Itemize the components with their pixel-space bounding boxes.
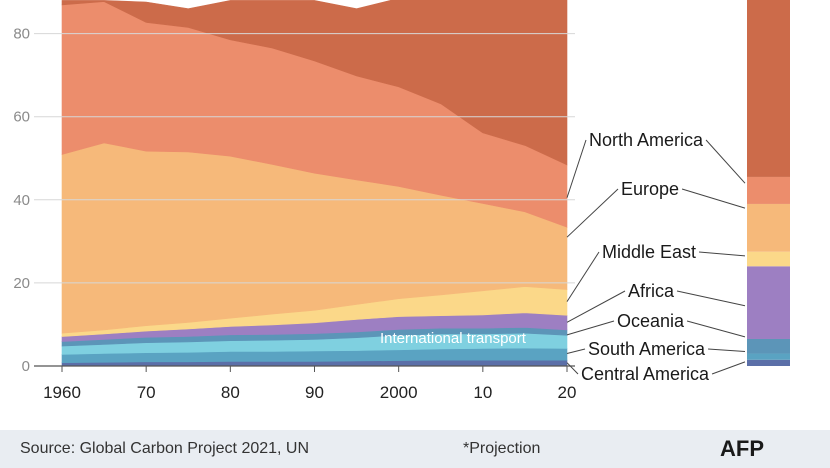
- leader-right-middle-east: [699, 251, 746, 257]
- emissions-stacked-area-chart: 0 20 40 60 80 1960 70 80 90 2000 10 20 North Ameri…: [13, 0, 790, 402]
- x-axis-ticks: 1960 70 80 90 2000 10 20: [43, 366, 576, 402]
- label-oceania: Oceania: [617, 311, 685, 331]
- x-tick-1970: 70: [137, 383, 156, 402]
- label-middle-east: Middle East: [602, 242, 696, 262]
- label-leader-lines: [566, 139, 746, 375]
- projection-segment-rest-of-world: [747, 0, 790, 177]
- label-central-america: Central America: [581, 364, 710, 384]
- leader-left-north-america: [566, 139, 587, 198]
- area-rest-of-world: [61, 0, 568, 166]
- projection-segment-middle-east: [747, 251, 790, 267]
- leader-right-africa: [676, 290, 746, 307]
- y-tick-80: 80: [13, 26, 30, 43]
- leader-right-south-america: [708, 348, 746, 352]
- y-tick-0: 0: [22, 358, 30, 375]
- leader-left-europe: [566, 188, 619, 238]
- region-labels: North America Europe Middle East Africa Ocea…: [581, 130, 710, 384]
- projection-segment-africa: [747, 266, 790, 339]
- projection-segment-central-america: [747, 359, 790, 366]
- international-transport-annotation: International transport: [380, 330, 527, 347]
- leader-right-europe: [681, 188, 746, 209]
- leader-right-oceania: [686, 320, 746, 338]
- label-north-america: North America: [589, 130, 704, 150]
- y-tick-20: 20: [13, 275, 30, 292]
- x-tick-1980: 80: [221, 383, 240, 402]
- projection-bar: [747, 0, 790, 366]
- label-europe: Europe: [621, 179, 679, 199]
- leader-left-oceania: [566, 320, 615, 336]
- projection-note: *Projection: [463, 440, 541, 457]
- x-tick-1960: 1960: [43, 383, 81, 402]
- leader-left-central-america: [566, 362, 579, 375]
- projection-segment-north-america: [747, 176, 790, 204]
- projection-segment-oceania: [747, 338, 790, 354]
- footer-bar: Source: Global Carbon Project 2021, UN *…: [0, 430, 830, 468]
- y-tick-60: 60: [13, 109, 30, 126]
- leader-left-middle-east: [566, 251, 600, 302]
- plot-area: [61, 0, 568, 367]
- x-tick-2020: 20: [558, 383, 577, 402]
- source-credit: Source: Global Carbon Project 2021, UN: [20, 440, 310, 457]
- afp-logo: AFP: [720, 436, 764, 461]
- projection-segment-south-america: [747, 353, 790, 360]
- y-axis-ticks: 0 20 40 60 80: [13, 26, 575, 375]
- x-tick-2000: 2000: [380, 383, 418, 402]
- x-tick-2010: 10: [473, 383, 492, 402]
- leader-right-north-america: [705, 139, 746, 184]
- projection-segment-europe: [747, 203, 790, 252]
- label-africa: Africa: [628, 281, 675, 301]
- leader-right-central-america: [711, 361, 746, 375]
- label-south-america: South America: [588, 339, 706, 359]
- leader-left-africa: [566, 290, 626, 323]
- y-tick-40: 40: [13, 192, 30, 209]
- leader-left-south-america: [566, 348, 586, 355]
- x-tick-1990: 90: [305, 383, 324, 402]
